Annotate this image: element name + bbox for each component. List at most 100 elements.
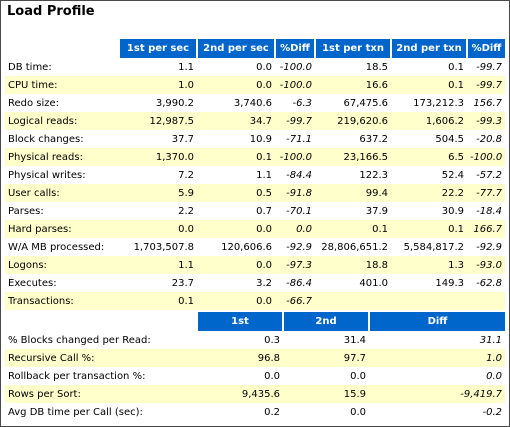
- row-label: Rollback per transaction %:: [8, 370, 146, 382]
- table-row: Redo size: 3,990.2 3,740.6 -6.3 67,475.6 173,…: [5, 94, 505, 112]
- header-1st: 1st: [196, 312, 283, 331]
- value-2nd-per-txn: 30.9: [441, 205, 464, 217]
- value-diff-sec: -71.1: [286, 133, 312, 145]
- table-row: Hard parses: 0.0 0.0 0.0 0.1 0.1 166.7: [5, 220, 505, 238]
- value-1st-per-txn: 28,806,651.2: [321, 241, 388, 253]
- header-2nd: 2nd: [282, 312, 369, 331]
- row-label: Transactions:: [5, 292, 119, 310]
- table-row: W/A MB processed: 1,703,507.8 120,606.6 -92…: [5, 238, 505, 256]
- header-1st-per-txn: 1st per txn: [314, 39, 391, 58]
- value-1st-per-txn: [315, 292, 391, 310]
- value-2nd: 97.7: [283, 349, 369, 367]
- value-2nd-per-sec: 34.7: [197, 112, 275, 130]
- table-header-row: 1st per sec 2nd per sec %Diff 1st per tx…: [5, 39, 505, 58]
- row-label: Avg DB time per Call (sec):: [8, 406, 143, 418]
- value-diff-sec: -66.7: [275, 292, 315, 310]
- value-1st-per-sec: 1.1: [119, 256, 197, 274]
- row-label: Logons:: [5, 256, 119, 274]
- value-1st-per-txn: 0.1: [315, 220, 391, 238]
- ratio-table: 1st 2nd Diff % Blocks changed per Read: 0…: [5, 312, 505, 421]
- value-1st-per-txn: 219,620.6: [315, 112, 391, 130]
- value-diff-txn: -20.8: [476, 133, 502, 145]
- value-2nd-per-txn: 52.4: [441, 169, 464, 181]
- value-diff-txn: [467, 292, 505, 310]
- value-1st-per-txn: 122.3: [359, 169, 388, 181]
- value-diff: -0.2: [482, 406, 502, 418]
- value-1st: 0.0: [264, 370, 280, 382]
- value-diff-txn: -62.8: [476, 277, 502, 289]
- value-1st: 0.2: [264, 406, 280, 418]
- value-diff-txn: -77.7: [467, 184, 505, 202]
- value-2nd-per-txn: 5,584,817.2: [403, 241, 464, 253]
- value-1st-per-sec: 2.2: [178, 205, 194, 217]
- value-2nd-per-sec: 3.2: [256, 277, 272, 289]
- value-diff-txn: -100.0: [467, 148, 505, 166]
- value-1st: 0.3: [264, 334, 280, 346]
- table-row: Physical writes: 7.2 1.1 -84.4 122.3 52.4 -57.…: [5, 166, 505, 184]
- value-2nd-per-sec: 0.0: [197, 292, 275, 310]
- table-row: CPU time: 1.0 0.0 -100.0 16.6 0.1 -99.7: [5, 76, 505, 94]
- value-1st-per-sec: 5.9: [119, 184, 197, 202]
- value-1st-per-txn: 23,166.5: [315, 148, 391, 166]
- value-diff: 0.0: [486, 370, 502, 382]
- ratio-header-row: 1st 2nd Diff: [5, 312, 505, 331]
- value-2nd-per-sec: 3,740.6: [233, 97, 272, 109]
- value-1st-per-sec: 1,370.0: [119, 148, 197, 166]
- value-diff-sec: -100.0: [275, 148, 315, 166]
- value-1st-per-txn: 99.4: [315, 184, 391, 202]
- value-2nd: 15.9: [283, 385, 369, 403]
- value-diff-sec: -92.9: [286, 241, 312, 253]
- value-2nd-per-txn: 0.1: [391, 76, 467, 94]
- header-2nd-per-sec: 2nd per sec: [196, 39, 275, 58]
- table-row: Logical reads: 12,987.5 34.7 -99.7 219,620.6…: [5, 112, 505, 130]
- row-label: W/A MB processed:: [8, 241, 105, 253]
- value-1st-per-txn: 18.8: [315, 256, 391, 274]
- table-row: Parses: 2.2 0.7 -70.1 37.9 30.9 -18.4: [5, 202, 505, 220]
- table-row: DB time: 1.1 0.0 -100.0 18.5 0.1 -99.7: [5, 58, 505, 76]
- row-label: Redo size:: [8, 97, 60, 109]
- table-row: Transactions: 0.1 0.0 -66.7: [5, 292, 505, 310]
- value-2nd-per-sec: 0.0: [197, 256, 275, 274]
- row-label: Physical reads:: [5, 148, 119, 166]
- value-2nd-per-txn: 149.3: [435, 277, 464, 289]
- value-1st-per-sec: 3,990.2: [155, 97, 194, 109]
- value-2nd-per-sec: 0.5: [197, 184, 275, 202]
- value-2nd-per-sec: 0.0: [197, 76, 275, 94]
- value-1st-per-sec: 7.2: [178, 169, 194, 181]
- value-1st-per-txn: 401.0: [359, 277, 388, 289]
- value-diff-txn: -18.4: [476, 205, 502, 217]
- value-1st-per-sec: 12,987.5: [119, 112, 197, 130]
- ratio-row: Avg DB time per Call (sec): 0.2 0.0 -0.2: [5, 403, 505, 421]
- header-diff: Diff: [368, 312, 505, 331]
- value-diff-txn: -99.3: [467, 112, 505, 130]
- value-diff-sec: -6.3: [292, 97, 312, 109]
- row-label: Parses:: [8, 205, 44, 217]
- value-diff-sec: -99.7: [275, 112, 315, 130]
- value-1st: 9,435.6: [197, 385, 283, 403]
- value-1st-per-txn: 37.9: [365, 205, 388, 217]
- value-diff-sec: -86.4: [286, 277, 312, 289]
- value-2nd: 31.4: [343, 334, 366, 346]
- table-row: Executes: 23.7 3.2 -86.4 401.0 149.3 -62.8: [5, 274, 505, 292]
- value-1st-per-sec: 37.7: [171, 133, 194, 145]
- value-1st-per-sec: 1.1: [178, 61, 194, 73]
- row-label: DB time:: [8, 61, 52, 73]
- value-diff-sec: -100.0: [275, 76, 315, 94]
- header-blank: [5, 312, 197, 331]
- value-2nd-per-txn: [391, 292, 467, 310]
- value-diff: 1.0: [369, 349, 505, 367]
- value-2nd: 0.0: [350, 406, 366, 418]
- load-profile-table: 1st per sec 2nd per sec %Diff 1st per tx…: [5, 39, 505, 310]
- value-diff-sec: -100.0: [279, 61, 312, 73]
- value-diff-txn: 166.7: [467, 220, 505, 238]
- header-1st-per-sec: 1st per sec: [118, 39, 197, 58]
- value-diff-sec: 0.0: [275, 220, 315, 238]
- table-row: Logons: 1.1 0.0 -97.3 18.8 1.3 -93.0: [5, 256, 505, 274]
- value-2nd-per-sec: 0.1: [197, 148, 275, 166]
- value-2nd-per-txn: 0.1: [448, 61, 464, 73]
- row-label: Logical reads:: [5, 112, 119, 130]
- value-1st-per-sec: 0.0: [119, 220, 197, 238]
- row-label: Block changes:: [8, 133, 84, 145]
- row-label: Rows per Sort:: [5, 385, 197, 403]
